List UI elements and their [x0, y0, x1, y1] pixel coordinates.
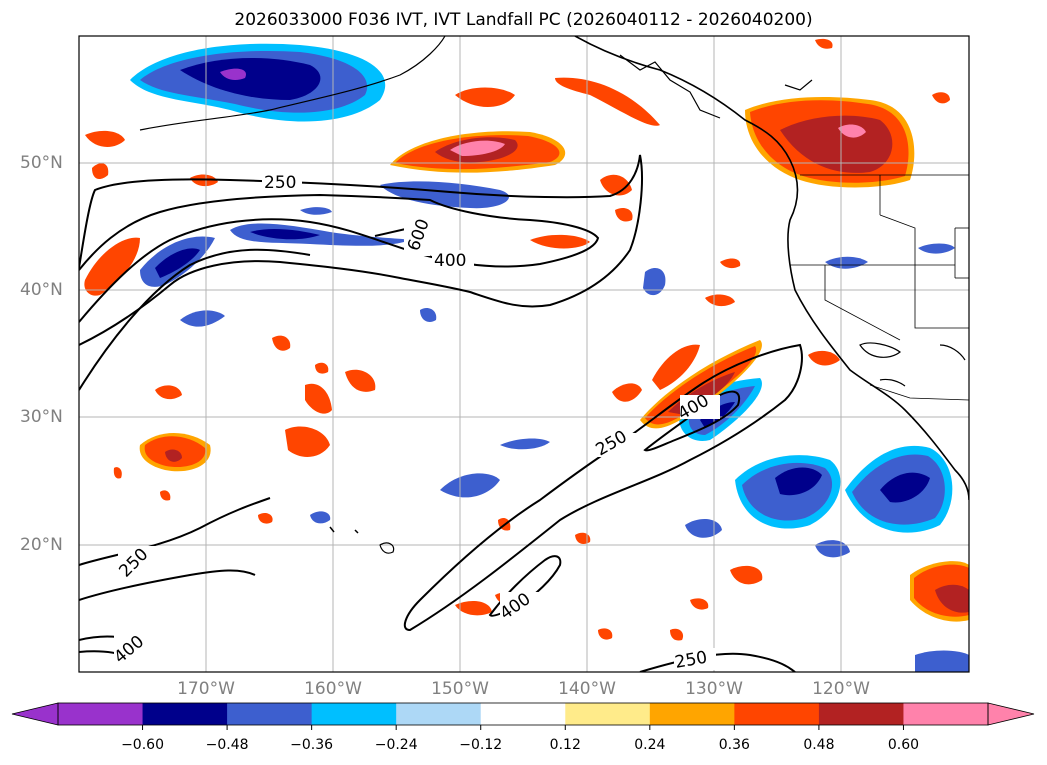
ivt-contour-outer-south — [79, 248, 311, 391]
lat-label-40n: 40°N — [20, 280, 63, 300]
colorbar-cell — [818, 703, 904, 725]
colorbar-tick-label: −0.36 — [290, 737, 334, 753]
map-title: 2026033000 F036 IVT, IVT Landfall PC (20… — [234, 10, 813, 30]
colorbar-extend-low — [11, 702, 59, 726]
colorbar-tick-label: −0.60 — [121, 737, 164, 753]
colorbar-cell — [142, 703, 228, 725]
lon-label-160w: 160°W — [304, 679, 362, 699]
ivt-contour-250-south — [403, 343, 803, 632]
colorbar-tick-label: 0.48 — [803, 737, 835, 753]
colorbar-cell — [311, 703, 397, 725]
lon-label-170w: 170°W — [177, 679, 235, 699]
negative-pc-shading — [130, 43, 969, 672]
colorbar-cell — [396, 703, 482, 725]
map-frame — [78, 35, 970, 673]
lat-label-50n: 50°N — [20, 153, 63, 173]
colorbar-cell — [565, 703, 651, 725]
colorbar-frame — [57, 702, 989, 726]
ivt-contour-400-north — [79, 193, 600, 323]
ivt-contours — [79, 154, 803, 672]
ivt-contour-250-west — [79, 497, 271, 601]
colorbar-tick-label: −0.24 — [374, 737, 418, 753]
lon-label-120w: 120°W — [812, 679, 870, 699]
coastlines — [139, 36, 969, 554]
ivt-contour-250-bottom — [639, 652, 796, 672]
lon-label-150w: 150°W — [431, 679, 489, 699]
colorbar-tick-label: 0.60 — [887, 737, 920, 753]
graticule — [79, 36, 969, 672]
lat-label-30n: 30°N — [20, 407, 63, 427]
colorbar-tick-label: −0.48 — [205, 737, 249, 753]
colorbar-tick-label: 0.24 — [634, 737, 666, 753]
colorbar-cell — [227, 703, 313, 725]
colorbar-tick-label: 0.12 — [549, 737, 581, 753]
colorbar-tick-label: −0.12 — [459, 737, 503, 753]
colorbar-cell — [649, 703, 735, 725]
colorbar-cell — [58, 703, 144, 725]
contour-label-250-north: 250 — [264, 173, 296, 193]
political-borders — [790, 174, 969, 401]
contour-label-250-bottom: 250 — [673, 648, 708, 673]
lat-label-20n: 20°N — [20, 535, 63, 555]
map-canvas: 250 400 600 250 400 250 400 250 400 — [78, 35, 970, 673]
colorbar-cell — [903, 703, 989, 725]
colorbar-cell — [734, 703, 820, 725]
lon-label-130w: 130°W — [685, 679, 743, 699]
colorbar-cell — [480, 703, 566, 725]
ivt-contour-250-north — [79, 154, 643, 346]
lon-label-140w: 140°W — [558, 679, 616, 699]
contour-label-400-north: 400 — [434, 251, 466, 271]
colorbar-extend-high — [987, 702, 1035, 726]
colorbar-tick-label: 0.36 — [718, 737, 750, 753]
